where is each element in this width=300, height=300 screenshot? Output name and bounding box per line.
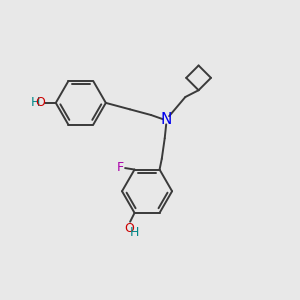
Text: N: N <box>160 112 172 127</box>
Text: F: F <box>116 161 123 174</box>
Text: O: O <box>35 96 45 110</box>
Text: H: H <box>31 96 40 110</box>
Text: O: O <box>124 222 134 235</box>
Text: H: H <box>129 226 139 239</box>
